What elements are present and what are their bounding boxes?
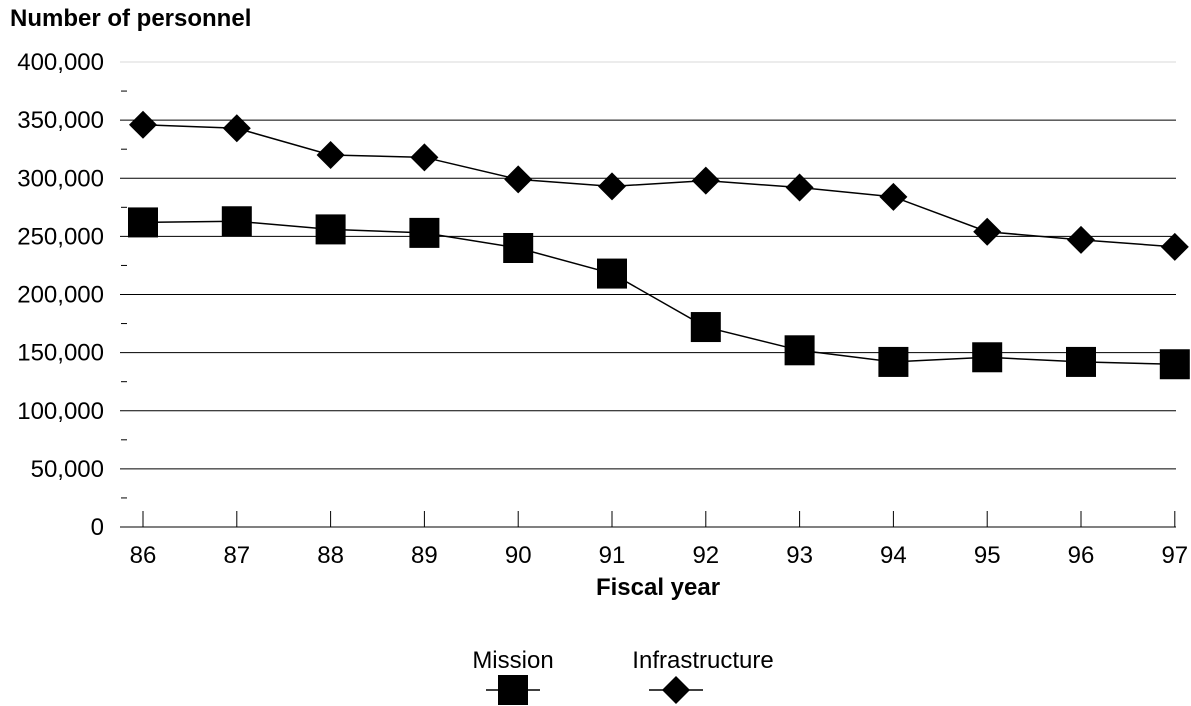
y-tick-label: 50,000 [31,456,104,483]
mission-point [1159,349,1190,380]
x-tick-label: 95 [974,542,1001,569]
y-tick-label: 150,000 [17,340,104,367]
legend-marker [662,676,690,704]
legend: Mission Infrastructure [472,647,774,705]
infrastructure-point [129,110,157,139]
mission-point [597,258,627,289]
series-line [142,124,1175,248]
y-tick-label: 350,000 [17,107,104,134]
x-tick-label: 93 [786,542,813,569]
x-axis: 86 87 88 89 90 91 92 93 94 95 96 97 [120,511,1188,569]
x-tick-label: 94 [880,542,907,569]
infrastructure-point [1160,232,1189,261]
mission-point [690,312,721,343]
infrastructure-point [598,172,626,201]
y-tick-label: 400,000 [17,49,104,76]
infrastructure-point [316,141,345,169]
x-tick-label: 97 [1161,542,1188,569]
x-tick-label: 96 [1068,542,1095,569]
infrastructure-point [973,217,1002,246]
x-tick-label: 91 [599,542,626,569]
mission-point [972,342,1003,373]
y-tick-label: 200,000 [17,282,104,309]
x-tick-label: 86 [130,542,157,569]
infrastructure-point [785,173,814,202]
mission-point [221,206,252,237]
y-tick-label: 100,000 [17,398,104,425]
y-axis: 0 50,000 100,000 150,000 200,000 250,000 300,0… [17,49,127,541]
y-tick-label: 0 [91,514,104,541]
y-tick-label: 250,000 [17,223,104,250]
y-tick-label: 300,000 [17,165,104,192]
x-axis-title: Fiscal year [595,574,721,601]
legend-label: Mission [472,647,553,674]
mission-point [1066,346,1096,377]
gridlines [120,61,1176,470]
x-tick-label: 92 [692,542,719,569]
mission-point [784,335,815,366]
legend-marker [498,675,528,705]
mission-point [128,207,158,238]
infrastructure-point [879,182,908,211]
infrastructure-point [222,114,251,143]
x-tick-label: 88 [317,542,344,569]
legend-label: Infrastructure [632,647,773,674]
x-tick-label: 90 [505,542,532,569]
infrastructure-point [410,143,439,172]
series-group [128,110,1190,380]
infrastructure-point [691,166,720,195]
y-axis-title: Number of personnel [10,5,252,32]
mission-point [315,214,346,245]
mission-point [409,217,440,248]
x-tick-label: 87 [223,542,250,569]
mission-point [503,233,534,263]
x-tick-label: 89 [411,542,438,569]
mission-point [878,346,909,377]
infrastructure-point [504,165,533,194]
infrastructure-point [1067,225,1095,254]
series-line [142,220,1175,365]
